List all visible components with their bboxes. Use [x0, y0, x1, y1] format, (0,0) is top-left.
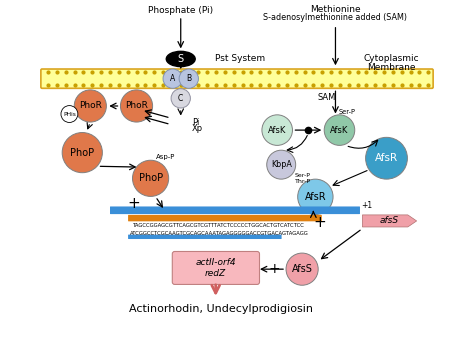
Text: PhoR: PhoR: [125, 102, 148, 110]
Circle shape: [163, 69, 182, 88]
FancyArrow shape: [363, 215, 417, 227]
Text: SAM: SAM: [317, 93, 336, 102]
Text: +: +: [128, 196, 140, 211]
Text: +: +: [313, 215, 326, 230]
Text: S-adenosylmethionine added (SAM): S-adenosylmethionine added (SAM): [264, 13, 408, 22]
Circle shape: [62, 132, 102, 173]
FancyBboxPatch shape: [128, 235, 282, 239]
Text: Asp-P: Asp-P: [156, 154, 175, 161]
Text: AfsR: AfsR: [305, 192, 326, 202]
FancyBboxPatch shape: [128, 215, 322, 221]
Circle shape: [171, 89, 191, 108]
Circle shape: [286, 253, 318, 285]
Circle shape: [61, 106, 78, 122]
Circle shape: [262, 115, 292, 145]
FancyBboxPatch shape: [41, 69, 433, 88]
Text: +: +: [268, 262, 280, 276]
Text: Xp: Xp: [192, 123, 203, 133]
FancyBboxPatch shape: [172, 251, 259, 284]
Text: Phosphate (Pi): Phosphate (Pi): [148, 6, 213, 15]
Text: B: B: [186, 74, 191, 83]
Text: Membrane: Membrane: [367, 62, 416, 71]
Text: S: S: [178, 54, 184, 64]
Text: Actinorhodin, Undecylprodigiosin: Actinorhodin, Undecylprodigiosin: [129, 304, 313, 314]
Text: AfsR: AfsR: [375, 153, 398, 163]
Text: AfsS: AfsS: [292, 264, 312, 274]
Text: Methionine: Methionine: [310, 5, 361, 14]
Text: A: A: [170, 74, 175, 83]
Circle shape: [179, 69, 199, 88]
Circle shape: [120, 90, 153, 122]
Text: PhoP: PhoP: [138, 173, 163, 183]
Circle shape: [74, 90, 106, 122]
Text: actII-orf4: actII-orf4: [195, 258, 236, 267]
Text: Ser-P: Ser-P: [339, 109, 356, 116]
Text: AfsK: AfsK: [330, 126, 349, 134]
Text: KbpA: KbpA: [271, 160, 292, 169]
Text: AfsK: AfsK: [268, 126, 286, 134]
Circle shape: [267, 150, 296, 179]
Text: Thr-P: Thr-P: [294, 179, 310, 184]
Text: PHis: PHis: [63, 111, 76, 117]
Text: +1: +1: [361, 201, 372, 210]
Ellipse shape: [166, 51, 195, 67]
Text: Cytoplasmic: Cytoplasmic: [364, 55, 419, 63]
Text: Pi: Pi: [192, 118, 200, 127]
Text: Ser-P: Ser-P: [294, 174, 310, 178]
Text: PhoP: PhoP: [70, 147, 94, 158]
Text: redZ: redZ: [205, 270, 226, 279]
Text: PhoR: PhoR: [79, 102, 102, 110]
Circle shape: [298, 179, 333, 214]
Text: ATCGGCCTCGCAAGTCGCAGCAAATAGAGGGGGACCGTGACAGTAGAGG: ATCGGCCTCGCAAGTCGCAGCAAATAGAGGGGGACCGTGA…: [129, 231, 308, 236]
Circle shape: [324, 115, 355, 145]
FancyBboxPatch shape: [110, 206, 360, 214]
Circle shape: [365, 137, 408, 179]
Text: TAGCCGGAGCGTTCAGCGTCGTTTATCTCCCCCTGGCACTGTCATCTCC: TAGCCGGAGCGTTCAGCGTCGTTTATCTCCCCCTGGCACT…: [133, 223, 305, 228]
Text: C: C: [178, 94, 183, 103]
Text: Pst System: Pst System: [215, 55, 265, 63]
Text: afsS: afsS: [379, 216, 399, 225]
Circle shape: [133, 160, 169, 197]
